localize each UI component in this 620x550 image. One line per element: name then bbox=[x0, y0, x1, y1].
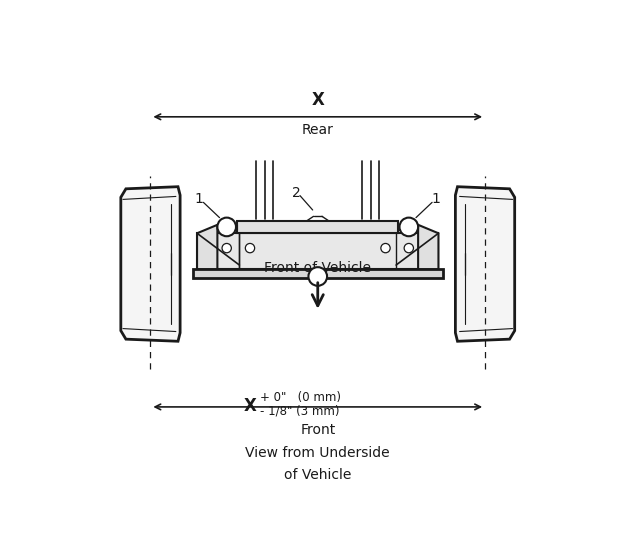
Circle shape bbox=[404, 244, 414, 253]
Text: 2: 2 bbox=[292, 186, 301, 200]
Polygon shape bbox=[418, 225, 438, 270]
Bar bbox=[193, 270, 443, 278]
Polygon shape bbox=[121, 186, 180, 341]
Circle shape bbox=[246, 244, 255, 253]
Bar bbox=[197, 233, 438, 270]
Bar bbox=[398, 223, 399, 230]
Polygon shape bbox=[197, 225, 218, 270]
Text: + 0"   (0 mm): + 0" (0 mm) bbox=[260, 391, 341, 404]
Text: 1: 1 bbox=[195, 192, 203, 206]
Text: X: X bbox=[244, 397, 256, 415]
Text: View from Underside
of Vehicle: View from Underside of Vehicle bbox=[246, 446, 390, 482]
Circle shape bbox=[381, 244, 390, 253]
Circle shape bbox=[308, 267, 327, 286]
Bar bbox=[236, 223, 237, 230]
Polygon shape bbox=[455, 186, 515, 341]
Text: Front: Front bbox=[300, 423, 335, 437]
Circle shape bbox=[399, 218, 418, 236]
Text: Rear: Rear bbox=[302, 123, 334, 137]
Text: 1: 1 bbox=[432, 192, 441, 206]
Text: Front of Vehicle: Front of Vehicle bbox=[264, 261, 371, 275]
Text: X: X bbox=[311, 91, 324, 109]
Circle shape bbox=[222, 244, 231, 253]
Bar bbox=[237, 221, 398, 233]
Text: - 1/8" (3 mm): - 1/8" (3 mm) bbox=[260, 405, 339, 417]
Circle shape bbox=[218, 218, 236, 236]
